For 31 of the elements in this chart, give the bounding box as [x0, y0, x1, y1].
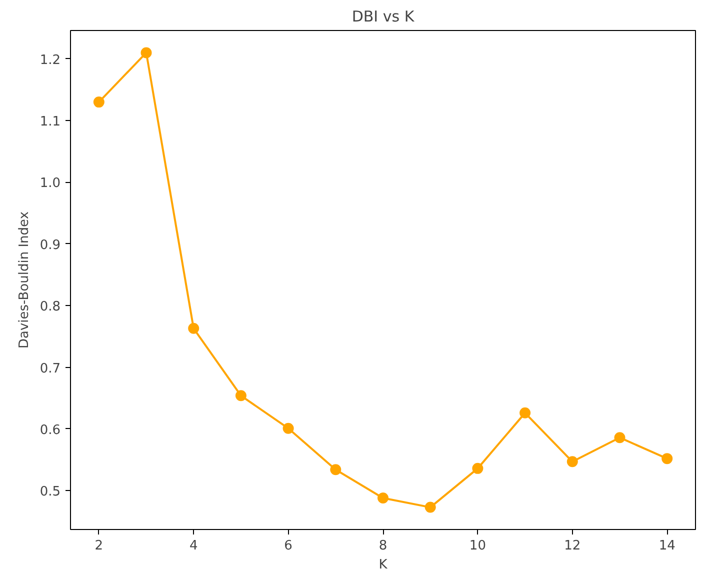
point [140, 47, 152, 58]
point [566, 456, 578, 468]
x-tick-label: 6 [284, 538, 292, 554]
x-tick-label: 4 [189, 538, 198, 554]
x-tick-label: 2 [94, 538, 104, 554]
x-axis-title: K [378, 558, 388, 572]
x-tick-label: 8 [378, 538, 388, 554]
point [235, 390, 246, 402]
y-axis-title: Davies-Bouldin Index [16, 211, 32, 349]
y-tick-label: 1.1 [40, 114, 61, 130]
point [93, 96, 104, 108]
point [424, 502, 436, 513]
y-tick-label: 0.5 [40, 484, 61, 500]
point [614, 432, 626, 444]
y-tick-label: 0.8 [40, 300, 61, 315]
point [378, 492, 388, 504]
chart-title: DBI vs K [352, 8, 416, 26]
point [188, 322, 200, 334]
point [472, 462, 484, 474]
y-tick-label: 1.0 [40, 176, 61, 192]
point [282, 422, 294, 434]
y-tick-label: 0.6 [40, 422, 61, 438]
point [662, 453, 673, 464]
point [330, 464, 342, 476]
y-tick-label: 0.7 [40, 361, 61, 376]
y-tick-label: 1.2 [40, 52, 61, 68]
x-tick-label: 10 [469, 538, 486, 554]
y-tick-label: 0.9 [40, 238, 61, 253]
point [520, 407, 531, 418]
x-tick-label: 14 [658, 538, 676, 554]
x-tick-label: 12 [564, 538, 581, 554]
